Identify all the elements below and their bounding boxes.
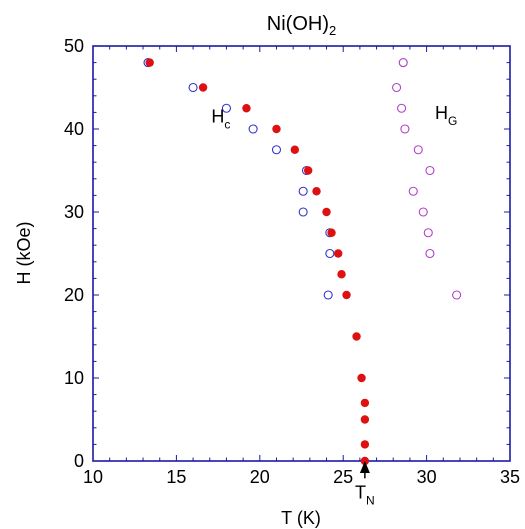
data-point xyxy=(312,187,321,196)
data-point xyxy=(198,83,208,92)
plot-frame xyxy=(92,45,511,462)
x-tick-label: 10 xyxy=(83,467,103,487)
data-point xyxy=(452,290,462,300)
data-point xyxy=(413,145,423,155)
series-2 xyxy=(392,58,462,300)
data-point xyxy=(221,103,231,113)
data-point xyxy=(248,124,258,134)
data-point xyxy=(360,456,370,466)
annotation-hg: HG xyxy=(435,103,457,128)
data-point xyxy=(425,248,435,259)
data-point xyxy=(242,104,251,113)
data-point xyxy=(342,290,351,300)
data-point xyxy=(290,145,300,154)
y-axis-label: H (kOe) xyxy=(14,222,34,285)
data-point xyxy=(271,145,282,155)
data-point xyxy=(145,58,154,67)
series-1 xyxy=(145,58,370,466)
data-points xyxy=(143,58,462,466)
data-point xyxy=(272,124,281,134)
data-point xyxy=(322,207,331,217)
x-tick-label: 25 xyxy=(333,467,353,487)
y-tick-label: 50 xyxy=(64,36,84,56)
annotation-hc: Hc xyxy=(211,106,230,131)
data-point xyxy=(337,270,346,279)
chart-title: Ni(OH)2 xyxy=(267,13,336,38)
y-tick-label: 10 xyxy=(64,368,84,388)
x-tick-label: 35 xyxy=(500,467,520,487)
data-point xyxy=(400,124,410,134)
y-tick-label: 30 xyxy=(64,202,84,222)
y-tick-label: 20 xyxy=(64,285,84,305)
chart-title-subscript: 2 xyxy=(329,23,336,38)
annotations: Hc HG TN xyxy=(211,103,457,507)
data-point xyxy=(360,398,370,408)
data-point xyxy=(408,186,418,196)
data-point xyxy=(425,165,435,176)
series-0 xyxy=(143,58,335,300)
x-tick-label: 30 xyxy=(417,467,437,487)
arrow-head xyxy=(359,461,370,473)
data-point xyxy=(327,228,336,237)
data-point xyxy=(398,58,408,68)
data-point xyxy=(423,228,433,238)
data-point xyxy=(360,440,370,449)
data-point xyxy=(323,290,333,300)
y-tick-label: 40 xyxy=(64,119,84,139)
data-point xyxy=(360,415,370,424)
data-point xyxy=(357,373,366,383)
data-point xyxy=(325,248,335,259)
data-point xyxy=(188,82,198,93)
data-point xyxy=(298,207,308,217)
data-point xyxy=(298,186,308,196)
annotation-tn: TN xyxy=(355,482,375,507)
y-tick-label: 0 xyxy=(74,451,84,471)
data-point xyxy=(333,249,343,258)
x-tick-label: 20 xyxy=(250,467,270,487)
data-point xyxy=(352,332,361,341)
data-point xyxy=(397,103,407,113)
data-point xyxy=(418,207,428,217)
data-point xyxy=(392,82,402,93)
x-tick-label: 15 xyxy=(166,467,186,487)
data-point xyxy=(303,166,313,175)
x-axis-label: T (K) xyxy=(281,508,321,528)
